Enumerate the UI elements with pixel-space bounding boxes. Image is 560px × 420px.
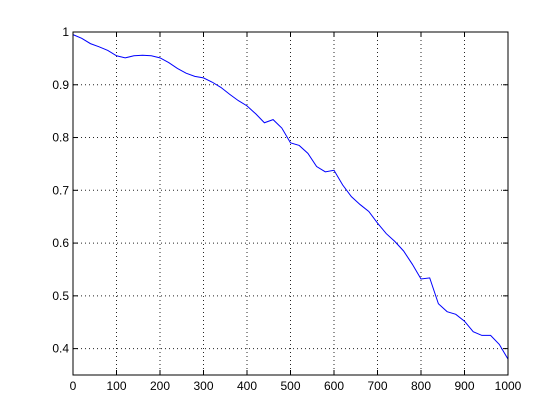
x-tick-label: 900 (454, 379, 474, 393)
x-tick-label: 400 (237, 379, 257, 393)
axis-ticks (72, 31, 509, 375)
x-tick-label: 100 (106, 379, 126, 393)
y-tick-label: 0.7 (52, 183, 69, 197)
plot-area-frame (72, 31, 509, 376)
series-line (72, 34, 509, 360)
y-tick-labels: 0.4 0.5 0.6 0.7 0.8 0.9 1 (52, 25, 69, 356)
y-tick-label: 0.8 (52, 131, 69, 145)
x-tick-label: 200 (150, 379, 170, 393)
x-tick-label: 800 (411, 379, 431, 393)
x-tick-label: 500 (280, 379, 300, 393)
y-tick-label: 0.5 (52, 289, 69, 303)
x-tick-labels: 0 100 200 300 400 500 600 700 800 900 1000 (70, 379, 522, 393)
y-tick-label: 0.6 (52, 236, 69, 250)
y-tick-label: 0.4 (52, 342, 69, 356)
x-tick-label: 300 (193, 379, 213, 393)
y-tick-label: 1 (62, 25, 69, 39)
y-tick-label: 0.9 (52, 78, 69, 92)
x-tick-label: 0 (70, 379, 77, 393)
x-tick-label: 600 (324, 379, 344, 393)
x-tick-label: 700 (367, 379, 387, 393)
series-layer (72, 34, 509, 360)
x-tick-label: 1000 (495, 379, 522, 393)
grid-lines (73, 32, 508, 375)
